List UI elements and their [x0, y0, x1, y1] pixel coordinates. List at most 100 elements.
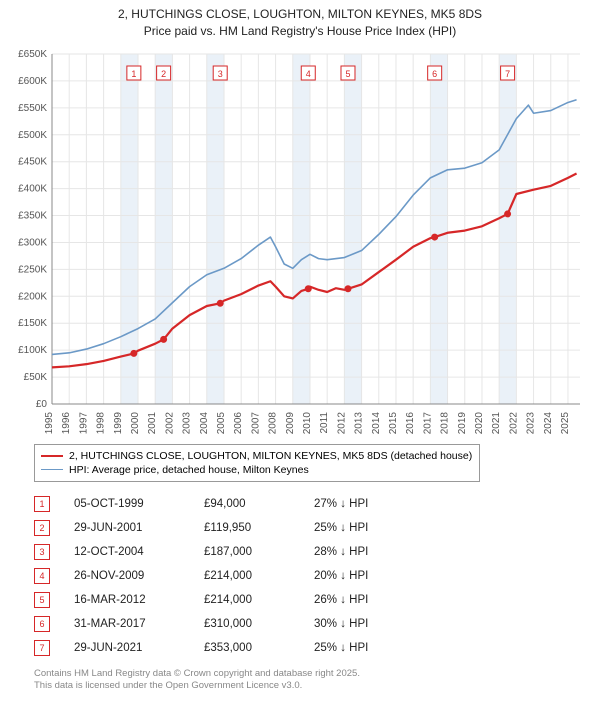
- transaction-date: 16-MAR-2012: [74, 594, 204, 606]
- svg-text:£0: £0: [36, 399, 48, 410]
- legend-item: HPI: Average price, detached house, Milt…: [41, 463, 473, 477]
- page: 2, HUTCHINGS CLOSE, LOUGHTON, MILTON KEY…: [0, 0, 600, 693]
- legend-swatch: [41, 469, 63, 470]
- svg-text:2014: 2014: [371, 411, 382, 434]
- svg-text:2016: 2016: [405, 411, 416, 434]
- svg-text:2010: 2010: [302, 411, 313, 434]
- svg-text:2025: 2025: [560, 411, 571, 434]
- svg-text:2009: 2009: [285, 411, 296, 434]
- transaction-date: 29-JUN-2021: [74, 642, 204, 654]
- footer-line-2: This data is licensed under the Open Gov…: [34, 680, 590, 693]
- transaction-date: 31-MAR-2017: [74, 618, 204, 630]
- svg-text:£250K: £250K: [18, 264, 47, 275]
- transaction-date: 05-OCT-1999: [74, 498, 204, 510]
- transaction-price: £214,000: [204, 594, 314, 606]
- transaction-date: 26-NOV-2009: [74, 570, 204, 582]
- svg-text:£400K: £400K: [18, 183, 47, 194]
- svg-text:2018: 2018: [440, 411, 451, 434]
- svg-text:1999: 1999: [113, 411, 124, 434]
- svg-text:£150K: £150K: [18, 318, 47, 329]
- transaction-diff: 25% ↓ HPI: [314, 522, 434, 534]
- legend-label: HPI: Average price, detached house, Milt…: [69, 464, 309, 476]
- line-chart-svg: £0 £50K £100K £150K £200K £250K £300K £350K £400…: [10, 46, 590, 436]
- svg-text:2007: 2007: [250, 411, 261, 434]
- svg-text:5: 5: [345, 69, 350, 79]
- footer-attribution: Contains HM Land Registry data © Crown c…: [34, 668, 590, 694]
- svg-text:1: 1: [131, 69, 136, 79]
- svg-text:£550K: £550K: [18, 102, 47, 113]
- transaction-marker: 1: [34, 496, 50, 512]
- transaction-marker: 6: [34, 616, 50, 632]
- transaction-diff: 27% ↓ HPI: [314, 498, 434, 510]
- svg-text:7: 7: [505, 69, 510, 79]
- title-line-1: 2, HUTCHINGS CLOSE, LOUGHTON, MILTON KEY…: [4, 6, 596, 23]
- svg-text:2001: 2001: [147, 411, 158, 434]
- transaction-row: 3 12-OCT-2004£187,00028% ↓ HPI: [34, 540, 590, 564]
- transaction-price: £94,000: [204, 498, 314, 510]
- svg-text:1997: 1997: [78, 411, 89, 434]
- legend-item: 2, HUTCHINGS CLOSE, LOUGHTON, MILTON KEY…: [41, 449, 473, 463]
- svg-text:2024: 2024: [543, 411, 554, 434]
- footer-line-1: Contains HM Land Registry data © Crown c…: [34, 668, 590, 681]
- svg-text:2003: 2003: [182, 411, 193, 434]
- transaction-row: 6 31-MAR-2017£310,00030% ↓ HPI: [34, 612, 590, 636]
- chart-title: 2, HUTCHINGS CLOSE, LOUGHTON, MILTON KEY…: [0, 0, 600, 42]
- transaction-diff: 20% ↓ HPI: [314, 570, 434, 582]
- svg-text:£300K: £300K: [18, 237, 47, 248]
- svg-text:6: 6: [432, 69, 437, 79]
- transaction-price: £214,000: [204, 570, 314, 582]
- transaction-date: 29-JUN-2001: [74, 522, 204, 534]
- transaction-date: 12-OCT-2004: [74, 546, 204, 558]
- transaction-diff: 30% ↓ HPI: [314, 618, 434, 630]
- svg-text:2017: 2017: [422, 411, 433, 434]
- svg-text:£650K: £650K: [18, 49, 47, 60]
- svg-text:1995: 1995: [44, 411, 55, 434]
- svg-text:£50K: £50K: [24, 372, 48, 383]
- legend-label: 2, HUTCHINGS CLOSE, LOUGHTON, MILTON KEY…: [69, 450, 472, 462]
- svg-text:2012: 2012: [336, 411, 347, 434]
- svg-text:2: 2: [161, 69, 166, 79]
- svg-text:£450K: £450K: [18, 156, 47, 167]
- transaction-price: £187,000: [204, 546, 314, 558]
- svg-text:£500K: £500K: [18, 129, 47, 140]
- transaction-diff: 25% ↓ HPI: [314, 642, 434, 654]
- svg-text:£600K: £600K: [18, 76, 47, 87]
- transaction-marker: 3: [34, 544, 50, 560]
- transaction-diff: 26% ↓ HPI: [314, 594, 434, 606]
- svg-text:4: 4: [306, 69, 311, 79]
- transaction-row: 4 26-NOV-2009£214,00020% ↓ HPI: [34, 564, 590, 588]
- svg-text:2023: 2023: [526, 411, 537, 434]
- transaction-diff: 28% ↓ HPI: [314, 546, 434, 558]
- svg-text:2008: 2008: [268, 411, 279, 434]
- svg-text:2004: 2004: [199, 411, 210, 434]
- svg-text:2005: 2005: [216, 411, 227, 434]
- svg-text:£200K: £200K: [18, 291, 47, 302]
- svg-text:3: 3: [218, 69, 223, 79]
- transactions-table: 1 05-OCT-1999£94,00027% ↓ HPI 2 29-JUN-2001…: [34, 492, 590, 660]
- transaction-marker: 4: [34, 568, 50, 584]
- svg-text:2019: 2019: [457, 411, 468, 434]
- svg-text:1996: 1996: [61, 411, 72, 434]
- transaction-marker: 7: [34, 640, 50, 656]
- legend-swatch: [41, 455, 63, 457]
- svg-text:£350K: £350K: [18, 210, 47, 221]
- transaction-marker: 5: [34, 592, 50, 608]
- svg-text:2013: 2013: [354, 411, 365, 434]
- transaction-row: 1 05-OCT-1999£94,00027% ↓ HPI: [34, 492, 590, 516]
- svg-text:2006: 2006: [233, 411, 244, 434]
- transaction-row: 2 29-JUN-2001£119,95025% ↓ HPI: [34, 516, 590, 540]
- svg-text:2011: 2011: [319, 411, 330, 433]
- svg-text:1998: 1998: [96, 411, 107, 434]
- transaction-price: £310,000: [204, 618, 314, 630]
- svg-text:£100K: £100K: [18, 345, 47, 356]
- transaction-marker: 2: [34, 520, 50, 536]
- title-line-2: Price paid vs. HM Land Registry's House …: [4, 23, 596, 40]
- chart-area: £0 £50K £100K £150K £200K £250K £300K £350K £400…: [10, 46, 590, 436]
- svg-text:2020: 2020: [474, 411, 485, 434]
- transaction-price: £353,000: [204, 642, 314, 654]
- svg-text:2002: 2002: [164, 411, 175, 434]
- legend: 2, HUTCHINGS CLOSE, LOUGHTON, MILTON KEY…: [34, 444, 480, 482]
- svg-text:2015: 2015: [388, 411, 399, 434]
- transaction-row: 5 16-MAR-2012£214,00026% ↓ HPI: [34, 588, 590, 612]
- transaction-price: £119,950: [204, 522, 314, 534]
